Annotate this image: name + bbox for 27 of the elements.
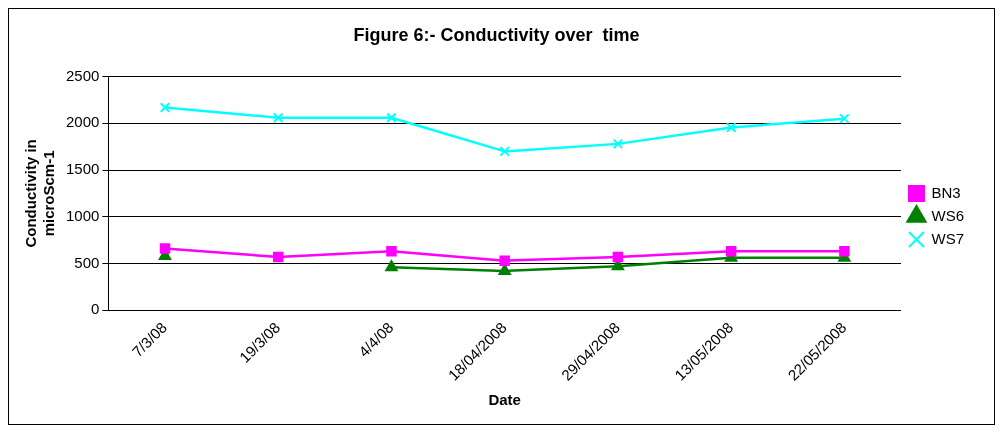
point [159,243,171,254]
legend-label: WS6 [931,206,965,224]
y-tick-label: 500 [74,253,100,271]
chart-title: Figure 6:- Conductivity over time [353,24,640,45]
point [499,255,510,266]
point [839,113,850,124]
legend-label: BN3 [931,183,961,201]
point [272,251,284,263]
point [499,146,510,157]
y-tick-label: 0 [91,300,100,318]
point [612,251,624,263]
x-axis-title: Date [488,391,521,409]
point [386,112,397,123]
point [386,246,397,257]
point [725,246,737,257]
y-tick-label: 1500 [65,160,100,178]
y-tick-label: 2000 [65,113,100,131]
y-tick-label: 2500 [65,66,100,84]
point [725,122,737,133]
point [272,112,284,123]
point [839,246,850,257]
y-tick-label: 1000 [65,206,100,224]
legend-label: WS7 [931,229,965,247]
y-axis-title: Conductivity in microScm-1 [22,139,58,248]
point [385,260,398,272]
point [159,102,171,113]
point [612,138,624,150]
